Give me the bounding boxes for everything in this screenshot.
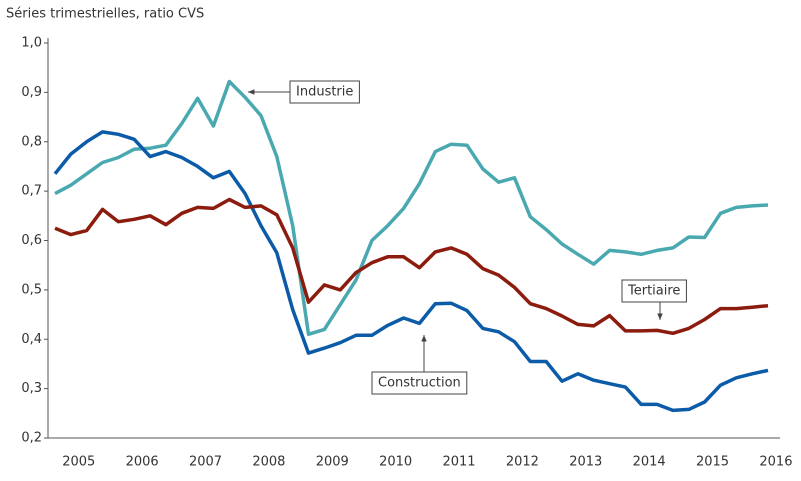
x-tick-label: 2013 — [569, 455, 602, 470]
x-tick-label: 2012 — [506, 455, 539, 470]
y-tick-label: 0,9 — [21, 85, 42, 100]
x-tick-label: 2010 — [379, 455, 412, 470]
x-tick-label: 2006 — [126, 455, 159, 470]
annotation-label: Construction — [378, 376, 461, 391]
line-series — [54, 79, 769, 337]
x-tick-label: 2016 — [759, 455, 792, 470]
arrow-head — [421, 335, 427, 342]
arrow-head — [657, 313, 663, 320]
annotation-box — [371, 371, 468, 395]
y-tick-label: 0,3 — [21, 381, 42, 396]
x-tick-label: 2009 — [316, 455, 349, 470]
annotation-label: Industrie — [296, 85, 353, 100]
y-tick-label: 1,0 — [21, 36, 42, 51]
annotation-label: Tertiaire — [627, 284, 680, 299]
line-series — [53, 130, 769, 413]
x-tick-label: 2015 — [696, 455, 729, 470]
x-tick-label: 2008 — [252, 455, 285, 470]
y-tick-label: 0,8 — [21, 134, 42, 149]
x-tick-label: 2005 — [62, 455, 95, 470]
x-tick-label: 2007 — [189, 455, 222, 470]
y-tick-label: 0,5 — [21, 282, 42, 297]
x-tick-label: 2014 — [633, 455, 666, 470]
x-tick-label: 2011 — [442, 455, 475, 470]
y-tick-label: 0,6 — [21, 233, 42, 248]
y-tick-label: 0,7 — [21, 184, 42, 199]
annotation-box — [621, 279, 687, 303]
arrow-head — [248, 89, 255, 95]
chart-title: Séries trimestrielles, ratio CVS — [6, 7, 204, 22]
y-tick-label: 0,2 — [21, 431, 42, 446]
y-tick-label: 0,4 — [21, 332, 42, 347]
line-series — [54, 197, 769, 336]
